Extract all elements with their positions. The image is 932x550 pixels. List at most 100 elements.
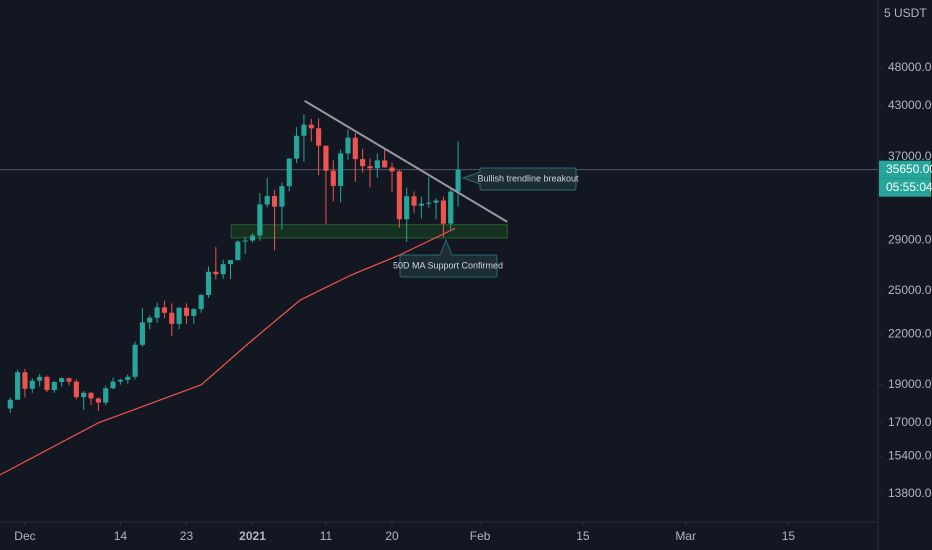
y-tick-label: 48000.00	[888, 60, 932, 74]
moving-average	[0, 227, 456, 476]
candle-body	[139, 322, 145, 345]
candle-body	[169, 312, 175, 324]
y-tick-label: 29000.00	[888, 232, 932, 246]
y-tick-label: 17000.00	[888, 415, 932, 429]
candle-body	[7, 399, 13, 409]
candle-body	[37, 376, 43, 381]
candle-body	[73, 381, 79, 398]
candle-body	[154, 307, 160, 318]
axis-header: 5 USDT	[884, 6, 927, 20]
candle-body	[15, 372, 21, 400]
candle-body	[29, 380, 35, 389]
candle-body	[249, 235, 256, 241]
breakout-callout: Bullish trendline breakout	[461, 167, 579, 191]
candle-body	[389, 167, 395, 172]
candle-body	[183, 307, 190, 316]
plot-area	[0, 100, 878, 476]
candle-body	[367, 166, 373, 169]
candle-body	[448, 191, 454, 224]
price-label-bg	[879, 160, 931, 179]
candle-body	[433, 200, 439, 203]
candle-body	[330, 170, 336, 186]
price-label: 35650.00	[886, 162, 932, 176]
candle-body	[59, 378, 65, 382]
candle-body	[345, 137, 351, 154]
candle-body	[176, 307, 182, 324]
candle-body	[257, 204, 263, 236]
candle-body	[66, 378, 72, 382]
candle-body	[147, 317, 153, 323]
candle-body	[308, 124, 314, 129]
x-tick-label: 23	[180, 529, 194, 543]
x-tick-label: Feb	[470, 529, 491, 543]
candle-body	[198, 295, 204, 310]
candle-body	[301, 124, 307, 136]
y-tick-label: 13800.00	[888, 486, 932, 500]
x-tick-label: 15	[576, 529, 590, 543]
candle-body	[338, 153, 344, 186]
candle-body	[316, 128, 322, 146]
countdown: 05:55:04	[886, 180, 932, 194]
candle-body	[227, 260, 234, 265]
candle-body	[271, 196, 278, 207]
candle-body	[264, 196, 270, 205]
candle-body	[242, 240, 248, 242]
y-tick-label: 22000.00	[888, 327, 932, 341]
x-tick-label: Dec	[14, 529, 35, 543]
candle-body	[374, 160, 380, 169]
y-tick-label: 25000.00	[888, 283, 932, 297]
support-zone	[230, 224, 508, 239]
countdown-bg	[879, 178, 931, 197]
candle-body	[235, 241, 241, 261]
candle-body	[220, 264, 226, 275]
ma-callout: 50D MA Support Confirmed	[393, 238, 503, 278]
y-tick-label: 19000.00	[888, 377, 932, 391]
candle-body	[323, 145, 329, 171]
annotation: Bullish trendline breakout	[477, 173, 579, 183]
candle-body	[396, 171, 402, 220]
annotation: 50D MA Support Confirmed	[393, 260, 503, 270]
trendline	[304, 100, 508, 223]
candle-body	[360, 159, 366, 167]
x-tick-label: 20	[385, 529, 399, 543]
x-tick-label: 11	[320, 529, 333, 543]
y-tick-label: 43000.00	[888, 98, 932, 112]
candle-body	[81, 392, 87, 398]
x-tick-label: 15	[782, 529, 796, 543]
callout-box	[461, 167, 577, 191]
candle-body	[161, 307, 168, 313]
candle-body	[440, 200, 446, 224]
y-tick-label: 37000.00	[888, 149, 932, 163]
candle-body	[117, 379, 123, 382]
candle-body	[213, 271, 219, 275]
x-tick-label: 2021	[239, 529, 266, 543]
candle-body	[411, 196, 417, 206]
candle-body	[88, 392, 94, 399]
candle-body	[103, 388, 109, 403]
candle-body	[132, 344, 138, 377]
x-tick-label: 14	[114, 529, 128, 543]
y-tick-label: 15400.00	[888, 449, 932, 463]
x-tick-label: Mar	[675, 529, 696, 543]
candle-body	[51, 381, 57, 391]
candle-body	[286, 158, 292, 187]
candle-body	[22, 372, 28, 389]
candle-body	[44, 376, 50, 391]
candle-body	[352, 137, 358, 160]
candle-body	[418, 203, 424, 206]
candle-body	[426, 202, 432, 204]
candle-body	[110, 381, 116, 389]
candle-body	[125, 376, 131, 380]
callout-box	[399, 238, 498, 278]
candle-body	[95, 398, 101, 403]
candle-body	[205, 271, 212, 296]
candle-body	[382, 160, 388, 168]
candle-body	[404, 196, 410, 220]
candle-body	[294, 135, 300, 159]
candle-body	[191, 309, 197, 316]
axis-bg	[878, 0, 932, 550]
candle-body	[279, 186, 285, 207]
candle-body	[455, 169, 461, 192]
